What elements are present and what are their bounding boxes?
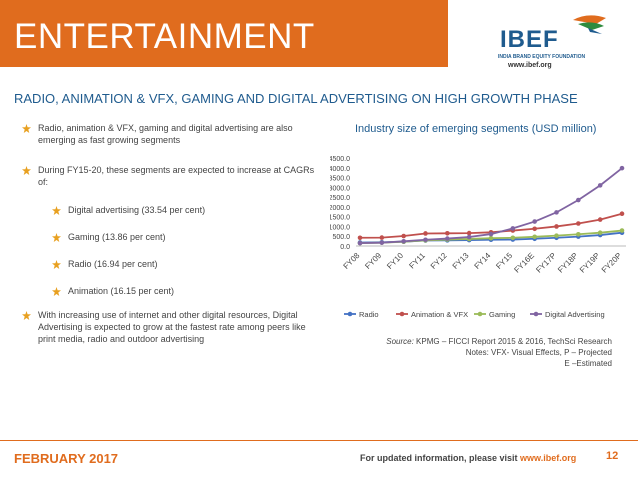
star-bullet-icon (52, 260, 61, 269)
data-point (401, 239, 406, 244)
chart-title: Industry size of emerging segments (USD … (355, 123, 597, 135)
data-point (554, 224, 559, 229)
notes-line: Notes: VFX- Visual Effects, P – Projecte… (465, 348, 612, 357)
y-tick-label: 3500.0 (330, 176, 350, 183)
star-bullet-icon (22, 311, 31, 320)
data-point (576, 197, 581, 203)
legend-label: Gaming (489, 310, 515, 319)
star-bullet-icon (52, 287, 61, 296)
legend-marker (533, 311, 539, 317)
footer-url-link[interactable]: www.ibef.org (520, 453, 577, 463)
sub-bullet-text: Gaming (13.86 per cent) (68, 232, 166, 242)
x-tick-label: FY10 (385, 251, 405, 271)
data-point (401, 233, 406, 239)
source-label: Source: (386, 337, 414, 346)
y-tick-label: 500.0 (332, 234, 350, 241)
data-point (423, 237, 428, 243)
data-point (532, 234, 537, 240)
data-point (379, 235, 385, 240)
data-point (510, 226, 516, 231)
logo-tagline: INDIA BRAND EQUITY FOUNDATION (498, 54, 586, 60)
y-tick-label: 2500.0 (330, 195, 350, 202)
data-point (576, 221, 581, 226)
line-chart: 0.0 500.0 1000.0 1500.0 2000.0 2500.0 3000.0 35… (330, 156, 626, 319)
data-point (619, 211, 625, 217)
star-bullet-icon (52, 206, 61, 215)
ibef-logo[interactable]: IBEF INDIA BRAND EQUITY FOUNDATION www.i… (478, 10, 628, 70)
data-point (423, 231, 428, 236)
y-tick-label: 4500.0 (330, 156, 350, 163)
star-bullet-icon (22, 166, 31, 175)
x-tick-label: FY17P (534, 251, 558, 275)
source-text: KPMG – FICCI Report 2015 & 2016, TechSci… (416, 337, 612, 346)
page-title: ENTERTAINMENT (14, 17, 315, 56)
bullet-text: With increasing use of internet and othe… (38, 310, 306, 344)
bullet-text: Radio, animation & VFX, gaming and digit… (38, 123, 293, 145)
legend-marker (347, 311, 353, 317)
y-tick-label: 1500.0 (330, 215, 350, 222)
legend-marker (399, 311, 405, 317)
data-point (357, 235, 363, 241)
data-point (445, 230, 450, 236)
x-tick-label: FY16E (512, 251, 536, 275)
footer-info-text: For updated information, please visit (360, 453, 518, 463)
x-tick-label: FY19P (578, 251, 602, 275)
data-point (445, 236, 450, 241)
data-point (532, 226, 537, 232)
section-subtitle: RADIO, ANIMATION & VFX, GAMING AND DIGIT… (14, 91, 578, 106)
data-point (357, 240, 363, 246)
y-tick-label: 2000.0 (330, 205, 350, 212)
y-tick-label: 1000.0 (330, 224, 350, 231)
data-point (597, 217, 603, 222)
x-tick-label: FY14 (473, 251, 493, 271)
bird-logo-icon (573, 15, 606, 34)
data-point (488, 231, 494, 237)
data-point (379, 240, 385, 245)
x-tick-label: FY08 (342, 251, 362, 271)
star-bullet-icon (22, 124, 31, 133)
y-tick-label: 3000.0 (330, 185, 350, 192)
data-point (554, 233, 559, 238)
data-point (576, 231, 581, 237)
x-tick-label: FY09 (363, 251, 383, 271)
sub-bullet-text: Digital advertising (33.54 per cent) (68, 205, 206, 215)
footer-date: FEBRUARY 2017 (14, 451, 119, 466)
legend-label: Radio (359, 310, 379, 319)
star-bullet-icon (52, 233, 61, 242)
page-number: 12 (606, 450, 619, 462)
data-point (597, 183, 603, 188)
bullet-text: During FY15-20, these segments are expec… (38, 165, 315, 187)
data-point (510, 235, 516, 241)
x-tick-label: FY13 (451, 251, 471, 271)
data-point (597, 230, 603, 236)
legend-label: Animation & VFX (411, 310, 468, 319)
notes-line: E –Estimated (564, 359, 612, 368)
data-point (466, 230, 472, 236)
x-tick-label: FY12 (429, 251, 449, 271)
logo-text: IBEF (500, 26, 559, 53)
data-point (466, 234, 472, 240)
logo-url[interactable]: www.ibef.org (508, 62, 552, 69)
data-point (619, 228, 625, 233)
y-tick-label: 0.0 (340, 244, 350, 251)
legend-label: Digital Advertising (545, 310, 605, 319)
y-tick-label: 4000.0 (330, 166, 350, 173)
x-tick-label: FY18P (556, 251, 580, 275)
footer-divider (0, 440, 638, 441)
title-banner: ENTERTAINMENT (0, 0, 448, 67)
source-notes: Source: KPMG – FICCI Report 2015 & 2016,… (330, 336, 612, 369)
data-point (488, 235, 494, 241)
data-point (619, 165, 625, 171)
data-point (532, 219, 537, 224)
footer-info: For updated information, please visit ww… (360, 453, 576, 463)
legend-marker (477, 311, 483, 317)
data-point (554, 210, 559, 215)
x-tick-label: FY11 (407, 251, 427, 271)
sub-bullet-text: Radio (16.94 per cent) (68, 259, 158, 269)
x-tick-label: FY20P (600, 251, 624, 275)
sub-bullet-text: Animation (16.15 per cent) (68, 286, 175, 296)
